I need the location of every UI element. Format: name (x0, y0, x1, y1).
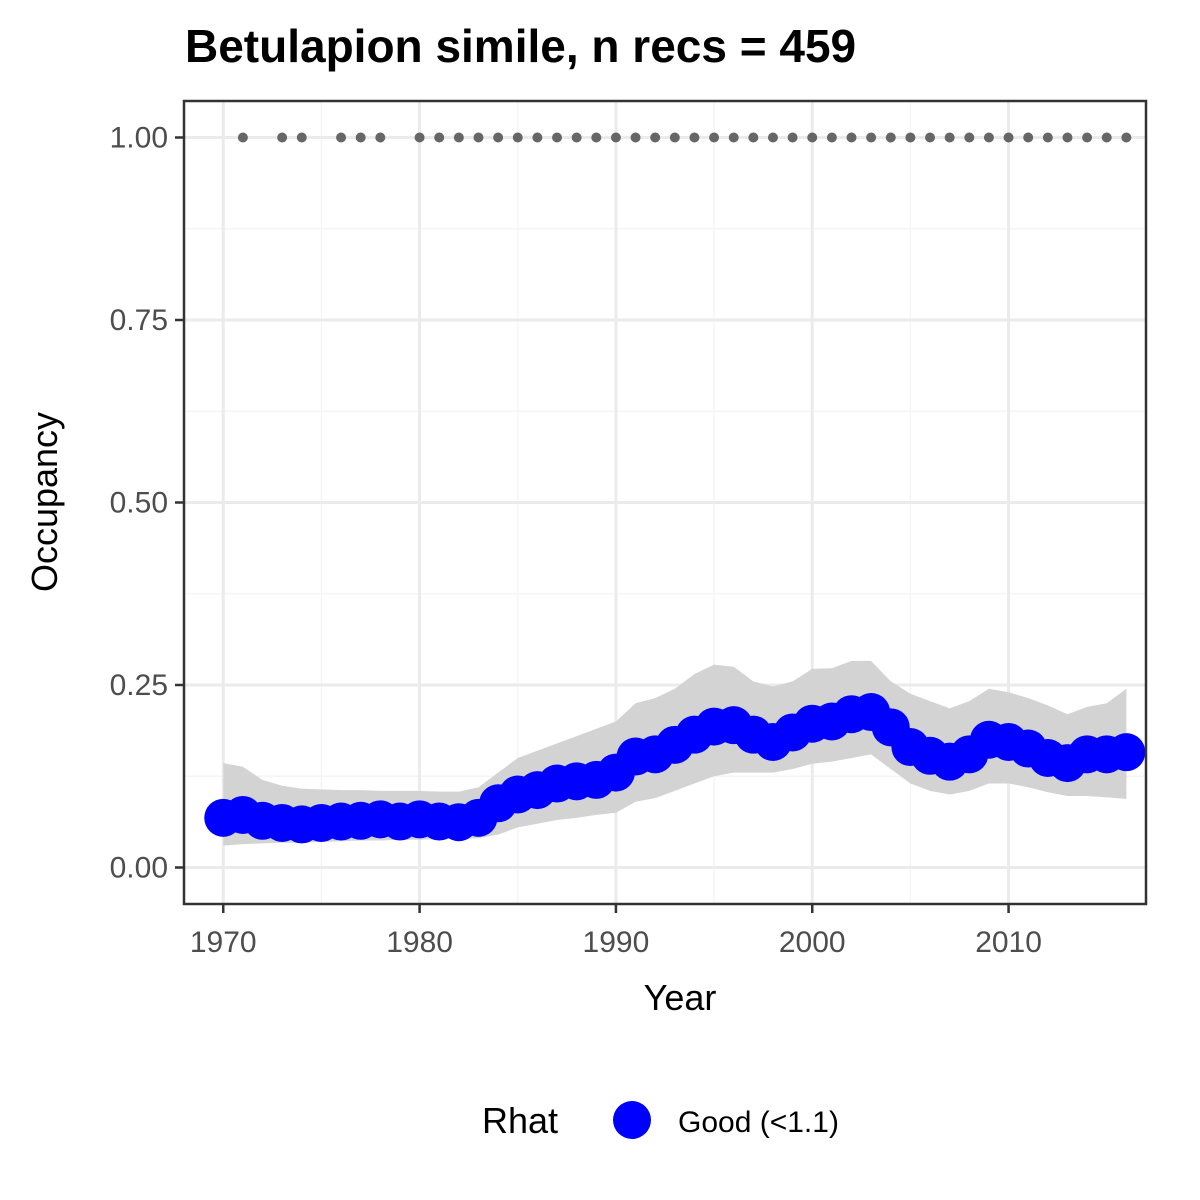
record-dot (689, 132, 700, 143)
record-dot (336, 132, 347, 143)
record-dots (237, 132, 1132, 143)
x-tick-label: 2000 (779, 926, 846, 959)
x-tick-label: 2010 (975, 926, 1042, 959)
record-dot (925, 132, 936, 143)
record-dot (728, 132, 739, 143)
record-dot (237, 132, 248, 143)
legend-label-good: Good (<1.1) (678, 1106, 839, 1139)
record-dot (355, 132, 366, 143)
record-dot (473, 132, 484, 143)
record-dot (669, 132, 680, 143)
record-dot (296, 132, 307, 143)
record-dot (1023, 132, 1034, 143)
record-dot (1121, 132, 1132, 143)
legend-key-good (613, 1101, 651, 1139)
record-dot (375, 132, 386, 143)
x-tick-label: 1980 (386, 926, 453, 959)
y-axis-title: Occupancy (24, 412, 65, 592)
record-dot (787, 132, 798, 143)
legend-title: Rhat (482, 1100, 558, 1141)
record-dot (767, 132, 778, 143)
record-dot (571, 132, 582, 143)
record-dot (591, 132, 602, 143)
record-dot (944, 132, 955, 143)
occupancy-point (1107, 733, 1146, 772)
record-dot (552, 132, 563, 143)
legend: Rhat Good (<1.1) (482, 1100, 839, 1141)
x-tick-label: 1970 (190, 926, 257, 959)
record-dot (826, 132, 837, 143)
chart-title: Betulapion simile, n recs = 459 (185, 20, 856, 72)
record-dot (1101, 132, 1112, 143)
x-tick-label: 1990 (583, 926, 650, 959)
y-tick-label: 0.75 (110, 304, 168, 337)
record-dot (905, 132, 916, 143)
record-dot (512, 132, 523, 143)
record-dot (748, 132, 759, 143)
record-dot (493, 132, 504, 143)
y-tick-label: 0.00 (110, 852, 168, 885)
y-tick-label: 0.25 (110, 669, 168, 702)
record-dot (709, 132, 720, 143)
occupancy-points (204, 693, 1146, 844)
record-dot (866, 132, 877, 143)
record-dot (650, 132, 661, 143)
record-dot (277, 132, 288, 143)
record-dot (610, 132, 621, 143)
record-dot (983, 132, 994, 143)
record-dot (846, 132, 857, 143)
record-dot (964, 132, 975, 143)
record-dot (1042, 132, 1053, 143)
y-tick-label: 0.50 (110, 487, 168, 520)
record-dot (434, 132, 445, 143)
record-dot (1082, 132, 1093, 143)
record-dot (630, 132, 641, 143)
record-dot (885, 132, 896, 143)
record-dot (414, 132, 425, 143)
plot-panel (182, 99, 1148, 906)
record-dot (807, 132, 818, 143)
record-dot (453, 132, 464, 143)
x-axis-title: Year (644, 977, 717, 1018)
y-axis: 0.00 0.25 0.50 0.75 1.00 (110, 122, 184, 885)
record-dot (532, 132, 543, 143)
record-dot (1003, 132, 1014, 143)
x-axis: 1970 1980 1990 2000 2010 (190, 904, 1042, 959)
record-dot (1062, 132, 1073, 143)
y-tick-label: 1.00 (110, 122, 168, 155)
